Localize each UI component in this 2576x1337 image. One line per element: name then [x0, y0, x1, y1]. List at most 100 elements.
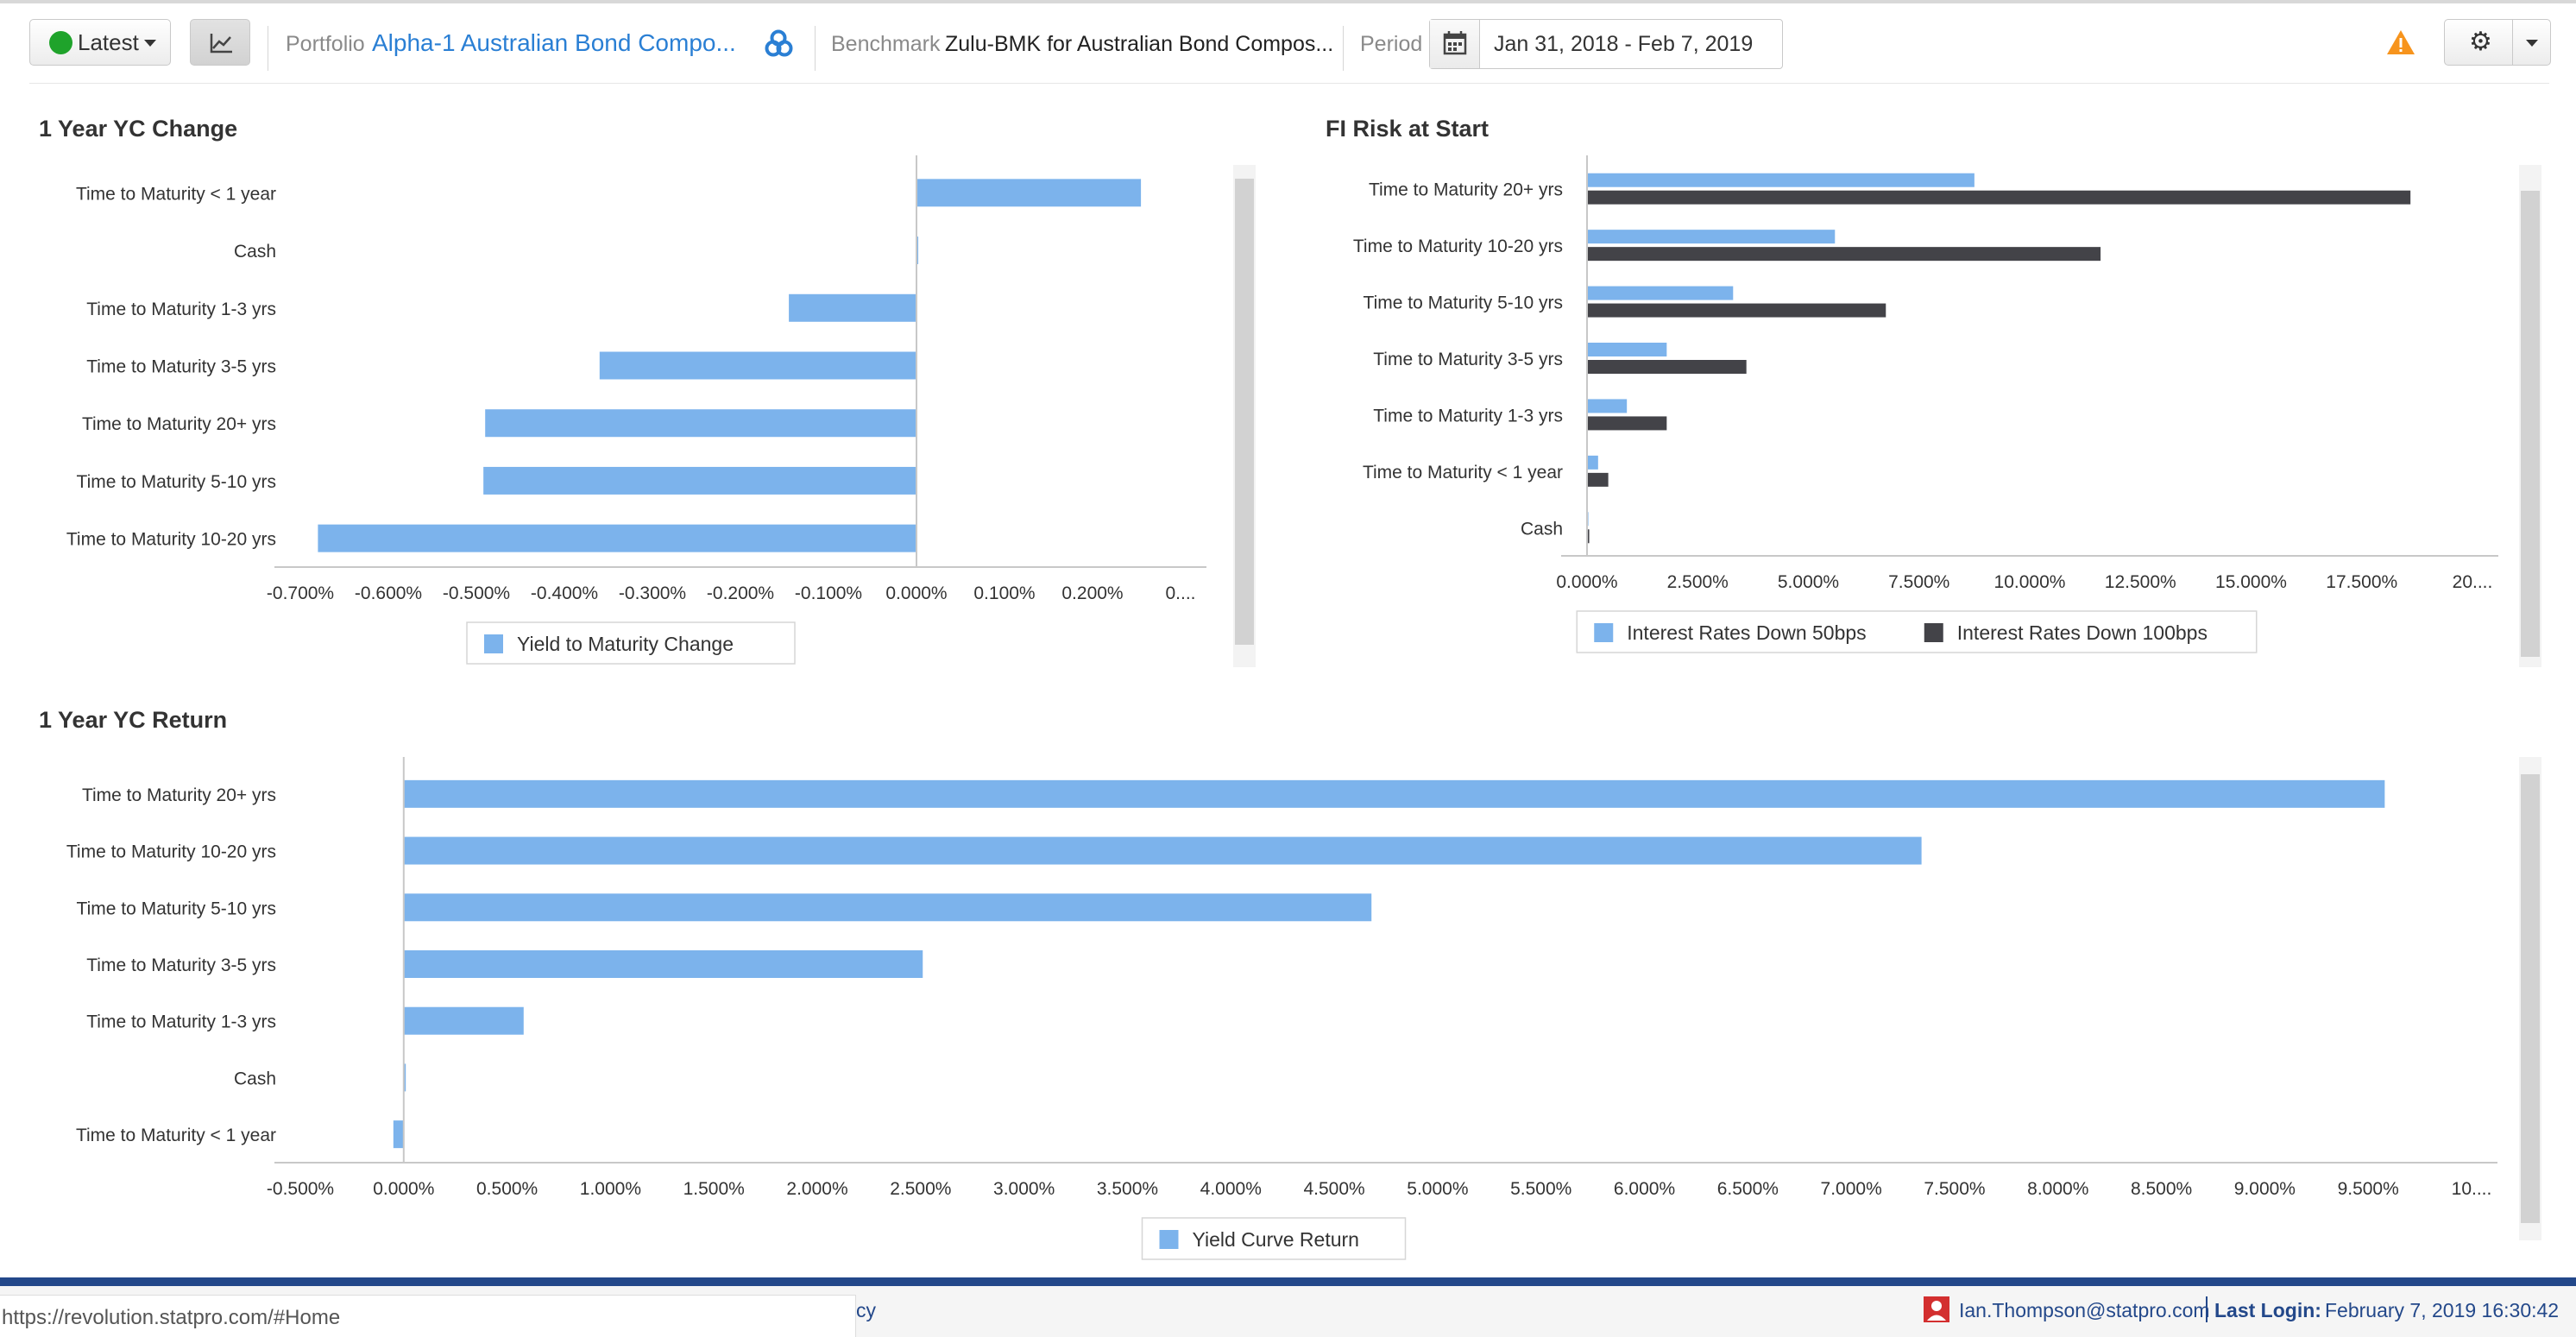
tick-label: 17.500%: [2326, 572, 2397, 592]
tick-label: -0.400%: [531, 583, 598, 603]
tick-label: -0.600%: [355, 583, 422, 603]
period-value: Jan 31, 2018 - Feb 7, 2019: [1494, 32, 1754, 56]
settings-divider: [2512, 20, 2513, 65]
tick-label: 15.000%: [2215, 572, 2287, 592]
bar: [1587, 173, 1975, 187]
fi-risk-title: FI Risk at Start: [1326, 116, 1490, 142]
legend-swatch: [1594, 623, 1614, 642]
fi-risk-chart: Time to Maturity 20+ yrs Time to Maturity…: [1353, 155, 2498, 653]
separator: [1343, 26, 1344, 71]
last-login-value: February 7, 2019 16:30:42: [2325, 1299, 2560, 1321]
category-label: Time to Maturity 1-3 yrs: [86, 300, 276, 319]
footer-accent-bar: [0, 1277, 2576, 1286]
tick-label: -0.700%: [267, 583, 334, 603]
bar: [403, 893, 1372, 922]
tick-label: 5.000%: [1407, 1179, 1468, 1199]
bar: [403, 779, 2385, 808]
tick-label: 9.500%: [2338, 1179, 2399, 1199]
tick-label: 0....: [1165, 583, 1195, 603]
yc-return-title: 1 Year YC Return: [39, 707, 228, 733]
scrollbar-thumb[interactable]: [1235, 179, 1254, 645]
tick-label: 2.500%: [1667, 572, 1729, 592]
caret-down-icon: [144, 40, 156, 47]
scrollbar-thumb[interactable]: [2521, 774, 2540, 1223]
legend: Interest Rates Down 50bps Interest Rates …: [1576, 610, 2258, 653]
legend-box: [466, 621, 796, 665]
legend-swatch: [484, 634, 503, 653]
scrollbar-thumb[interactable]: [2521, 191, 2540, 657]
footer-link-fragment[interactable]: cy: [856, 1299, 876, 1321]
category-label: Time to Maturity 10-20 yrs: [66, 842, 276, 862]
bar: [1587, 529, 1590, 544]
bar: [789, 293, 916, 322]
category-label: Time to Maturity < 1 year: [1363, 463, 1563, 482]
separator: [815, 26, 816, 71]
tick-label: 5.000%: [1778, 572, 1839, 592]
tick-label: 9.000%: [2234, 1179, 2296, 1199]
header-divider: [29, 83, 2549, 84]
category-label: Time to Maturity 3-5 yrs: [1373, 350, 1563, 369]
legend: Yield to Maturity Change: [466, 621, 796, 665]
fi-risk-scrollbar[interactable]: [2519, 165, 2541, 667]
category-label: Time to Maturity 5-10 yrs: [1364, 293, 1563, 313]
tick-label: 2.000%: [786, 1179, 847, 1199]
portfolio-link[interactable]: Alpha-1 Australian Bond Compo...: [372, 29, 736, 56]
caret-down-icon: [2526, 40, 2538, 47]
legend-swatch: [1924, 623, 1943, 642]
tick-label: 12.500%: [2105, 572, 2176, 592]
tick-label: 20....: [2453, 572, 2493, 592]
tick-label: 7.000%: [1821, 1179, 1882, 1199]
chart-view-button[interactable]: [190, 19, 250, 66]
status-indicator: [49, 31, 72, 54]
category-label: Time to Maturity < 1 year: [76, 1126, 276, 1145]
legend-label: Interest Rates Down 100bps: [1957, 621, 2208, 644]
bar: [1587, 360, 1747, 374]
user-icon: [1924, 1296, 1949, 1322]
tick-label: -0.100%: [795, 583, 862, 603]
legend-box: [1576, 610, 2258, 653]
tick-label: -0.500%: [267, 1179, 334, 1199]
category-label: Time to Maturity 1-3 yrs: [1373, 406, 1563, 426]
tick-label: -0.500%: [443, 583, 510, 603]
period-date-field[interactable]: Jan 31, 2018 - Feb 7, 2019: [1429, 19, 1783, 69]
user-email[interactable]: Ian.Thompson@statpro.com: [1959, 1299, 2210, 1321]
tick-label: 0.000%: [373, 1179, 434, 1199]
category-label: Time to Maturity 3-5 yrs: [86, 357, 276, 377]
settings-button[interactable]: ⚙: [2444, 19, 2551, 66]
bar: [393, 1120, 404, 1149]
legend-label: Yield to Maturity Change: [517, 633, 734, 655]
bar: [1587, 190, 2411, 205]
bar: [403, 1006, 524, 1035]
bar: [1587, 399, 1628, 413]
tick-label: -0.300%: [619, 583, 686, 603]
category-label: Time to Maturity 1-3 yrs: [86, 1012, 276, 1032]
legend: Yield Curve Return: [1141, 1217, 1407, 1260]
yc-change-chart: Time to Maturity < 1 year Cash Time to Mat…: [66, 155, 1206, 665]
gear-icon: ⚙: [2469, 28, 2492, 56]
legend-box: [1141, 1217, 1407, 1260]
category-label: Cash: [234, 242, 276, 262]
yc-change-scrollbar[interactable]: [1233, 165, 1256, 667]
yc-return-scrollbar[interactable]: [2519, 757, 2541, 1240]
category-label: Time to Maturity 5-10 yrs: [77, 899, 276, 918]
period-label: Period: [1360, 32, 1423, 56]
tick-label: 1.000%: [580, 1179, 641, 1199]
bar: [1587, 230, 1836, 244]
category-label: Time to Maturity 20+ yrs: [82, 785, 276, 805]
tick-label: 6.500%: [1717, 1179, 1779, 1199]
link-icon[interactable]: [761, 28, 796, 62]
category-label: Time to Maturity 20+ yrs: [1369, 180, 1563, 200]
warning-icon[interactable]: [2385, 28, 2416, 57]
tick-label: 6.000%: [1614, 1179, 1675, 1199]
tick-label: 4.000%: [1200, 1179, 1262, 1199]
tick-label: 0.100%: [973, 583, 1035, 603]
calendar-button[interactable]: [1430, 20, 1480, 68]
footer-divider: [2206, 1296, 2208, 1322]
latest-dropdown-button[interactable]: Latest: [29, 19, 171, 66]
bar: [403, 950, 923, 978]
yc-change-title: 1 Year YC Change: [39, 116, 238, 142]
tick-label: -0.200%: [707, 583, 774, 603]
bar: [1587, 455, 1598, 470]
bar: [403, 1063, 406, 1092]
tick-label: 0.000%: [1556, 572, 1617, 592]
